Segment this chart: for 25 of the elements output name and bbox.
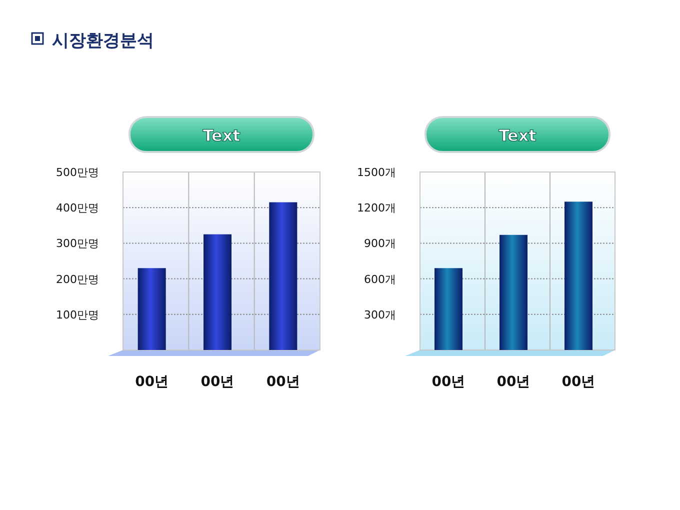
bar <box>204 234 232 350</box>
chart-subtitle: Text <box>202 126 241 145</box>
y-tick-label: 400만명 <box>56 202 99 215</box>
x-tick-label: 00년 <box>266 374 300 390</box>
y-tick-label: 300개 <box>364 308 396 322</box>
y-tick-label: 600개 <box>364 272 396 286</box>
y-tick-label: 900개 <box>364 237 396 250</box>
bar <box>269 202 298 350</box>
bar <box>564 202 592 350</box>
chart-subtitle: Text <box>498 126 537 145</box>
x-tick-label: 00년 <box>135 374 169 390</box>
y-tick-label: 300만명 <box>56 237 99 250</box>
chart-title: 시장환경분석 <box>52 31 154 51</box>
x-tick-label: 00년 <box>200 374 234 390</box>
x-tick-label: 00년 <box>496 374 530 390</box>
x-tick-label: 00년 <box>432 374 466 390</box>
y-tick-label: 500만명 <box>56 166 99 179</box>
y-tick-label: 1200개 <box>357 202 396 215</box>
y-tick-label: 1500개 <box>357 166 396 179</box>
y-tick-label: 100만명 <box>56 308 99 322</box>
bar <box>138 268 166 350</box>
bar <box>434 268 462 350</box>
x-tick-label: 00년 <box>562 374 596 390</box>
y-tick-label: 200만명 <box>56 272 99 286</box>
bar <box>500 234 528 350</box>
